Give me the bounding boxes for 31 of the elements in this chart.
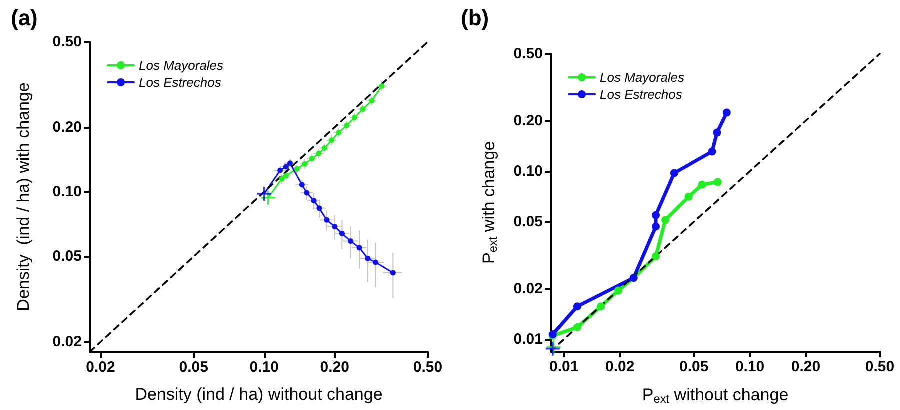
y-tick-label: 0.10 [514, 162, 543, 180]
y-axis-title: Pext with change [480, 141, 500, 264]
y-axis-title: Density (ind / ha) with change [14, 82, 33, 312]
y-tick-label: 0.05 [52, 248, 82, 266]
x-tick-label: 0.20 [320, 359, 350, 376]
y-tick-label: 0.05 [514, 214, 543, 231]
y-tick-label: 0.02 [514, 280, 543, 298]
x-tick-label: 0.01 [550, 358, 579, 376]
y-tick-label: 0.02 [52, 334, 82, 351]
chart-title: (a) [11, 6, 38, 30]
legend-label: Los Mayorales [139, 58, 224, 73]
x-tick-label: 0.10 [735, 358, 765, 376]
x-tick-label: 0.50 [413, 359, 443, 376]
y-tick-label: 0.10 [52, 184, 82, 201]
x-tick-label: 0.02 [605, 358, 635, 376]
y-tick-label: 0.20 [52, 118, 82, 136]
y-tick-label: 0.50 [514, 46, 543, 62]
legend-label: Los Mayorales [600, 70, 686, 85]
x-tick-label: 0.20 [791, 358, 821, 376]
x-axis-title: Density (ind / ha) without change [135, 385, 383, 404]
x-tick-label: 0.05 [179, 359, 208, 376]
y-tick-label: 0.20 [514, 112, 543, 130]
chart-title: (b) [461, 6, 490, 30]
y-tick-label: 0.50 [52, 34, 82, 50]
legend-label: Los Estrechos [600, 87, 683, 102]
x-tick-label: 0.50 [865, 358, 895, 376]
x-tick-label: 0.10 [250, 359, 279, 376]
x-tick-label: 0.05 [679, 358, 709, 376]
y-tick-label: 0.01 [514, 330, 543, 348]
legend-label: Los Estrechos [139, 75, 222, 90]
x-tick-label: 0.02 [86, 359, 116, 376]
